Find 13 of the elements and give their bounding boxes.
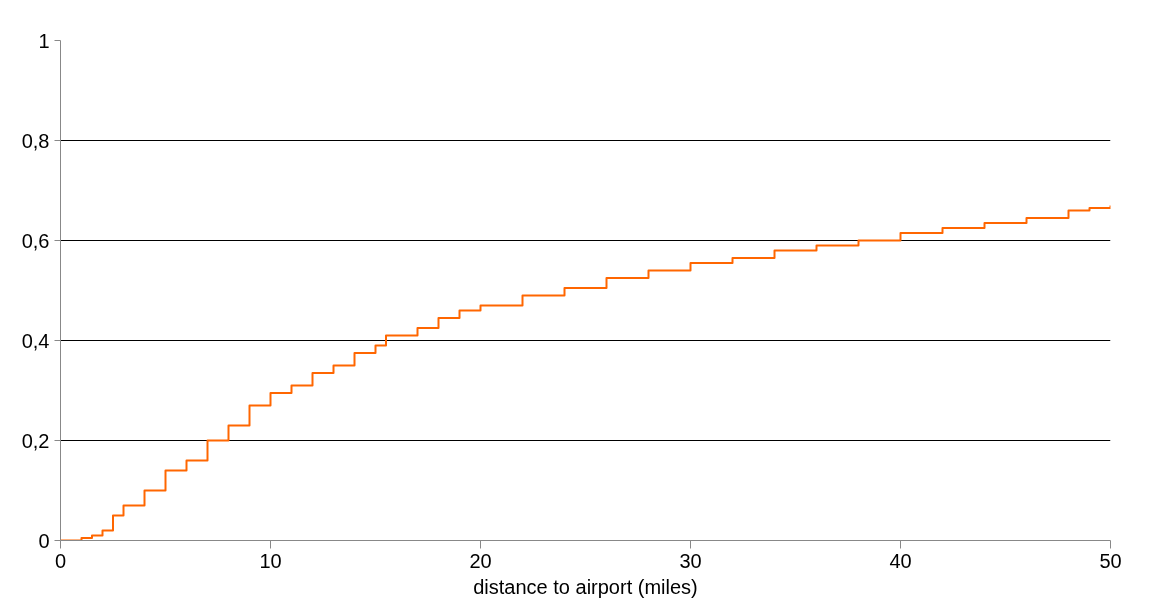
y-tick-label: 0,8 <box>21 129 50 152</box>
y-tick-label: 0 <box>38 529 50 552</box>
y-tick-label: 1 <box>38 29 50 52</box>
x-tick-label: 40 <box>889 549 912 572</box>
y-tick-label: 0,4 <box>21 329 50 352</box>
y-tick-label: 0,2 <box>21 429 50 452</box>
x-tick-label: 0 <box>54 549 67 572</box>
x-tick-label: 10 <box>259 549 282 572</box>
x-tick-label: 20 <box>469 549 492 572</box>
y-tick-label: 0,6 <box>21 229 50 252</box>
x-axis-title: distance to airport (miles) <box>473 575 698 598</box>
x-tick-label: 30 <box>679 549 702 572</box>
x-tick-label: 50 <box>1099 549 1122 572</box>
